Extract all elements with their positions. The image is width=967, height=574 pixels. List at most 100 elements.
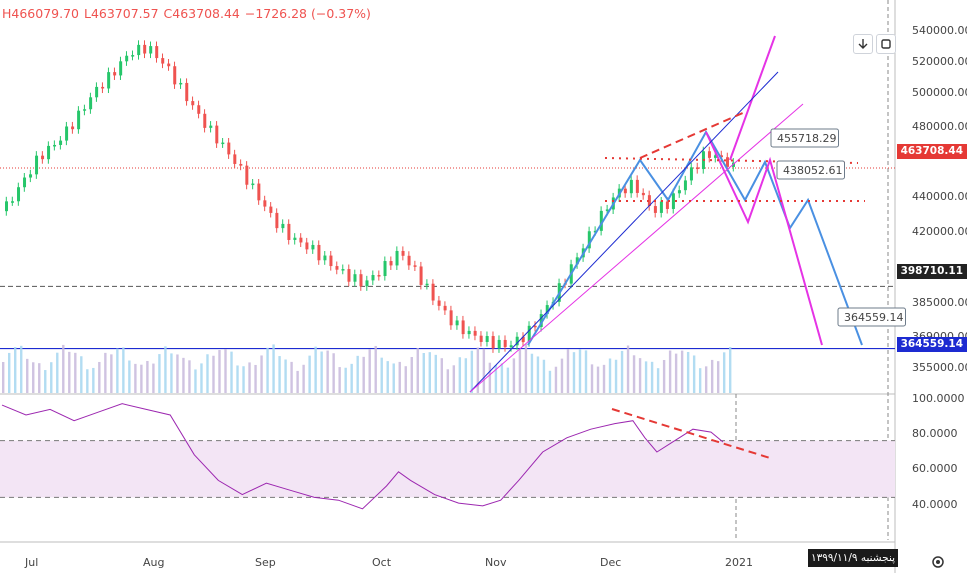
- candle-body: [623, 188, 627, 194]
- candle-body: [281, 223, 285, 229]
- volume-bar: [32, 362, 35, 393]
- candle-body: [461, 320, 465, 335]
- volume-bar: [674, 353, 678, 393]
- candle-body: [143, 44, 147, 54]
- candle-body: [17, 187, 21, 202]
- candle-body: [167, 63, 171, 67]
- volume-bar: [410, 357, 413, 393]
- volume-bar: [164, 346, 167, 393]
- candle-body: [533, 325, 537, 328]
- x-tick: Aug: [143, 556, 164, 569]
- down-arrow-icon[interactable]: [853, 34, 873, 54]
- callout-455718[interactable]: 455718.29: [770, 128, 839, 148]
- level-price-tag: 398710.11: [896, 264, 967, 279]
- candle-body: [89, 97, 93, 110]
- volume-bar: [224, 348, 227, 393]
- candle-body: [653, 206, 657, 213]
- divergence-rsi: [611, 408, 771, 459]
- volume-bar: [332, 353, 335, 393]
- volume-bar: [440, 358, 444, 393]
- candle-body: [23, 177, 27, 188]
- volume-bar: [56, 352, 59, 393]
- volume-bar: [74, 352, 77, 393]
- volume-bar: [236, 365, 239, 393]
- volume-bar: [512, 358, 516, 393]
- price-tick: 500000.00: [912, 86, 967, 99]
- candle-body: [209, 125, 213, 128]
- price-tick: 480000.00: [912, 120, 967, 133]
- x-tick: Nov: [485, 556, 507, 569]
- volume-bar: [290, 361, 293, 393]
- volume-bar: [620, 350, 624, 393]
- candle-body: [491, 336, 495, 349]
- candle-body: [371, 275, 375, 281]
- volume-bar: [596, 366, 600, 393]
- volume-bar: [716, 361, 720, 393]
- candle-body: [431, 283, 435, 301]
- ohlc-legend: H466079.70 L463707.57 C463708.44 −1726.2…: [2, 6, 372, 21]
- candle-body: [221, 142, 225, 145]
- volume-bar: [212, 355, 215, 393]
- candle-body: [29, 174, 33, 178]
- volume-bar: [428, 352, 431, 393]
- candle-body: [515, 336, 519, 346]
- volume-bar: [122, 347, 125, 393]
- candle-body: [479, 335, 483, 342]
- candle-body: [395, 250, 399, 266]
- candle-body: [227, 142, 231, 155]
- volume-bar: [542, 359, 546, 393]
- candle-body: [671, 193, 675, 209]
- candle-body: [239, 163, 243, 166]
- volume-bar: [38, 363, 41, 393]
- candle-body: [47, 145, 51, 160]
- callout-364559[interactable]: 364559.14: [837, 307, 906, 327]
- projection-magenta: [705, 131, 823, 346]
- ohlc-close: C463708.44: [163, 6, 240, 21]
- candle-body: [509, 345, 513, 348]
- candle-body: [521, 336, 525, 343]
- trendline-magenta: [469, 103, 804, 393]
- rsi-band: [0, 440, 895, 498]
- candle-body: [629, 179, 633, 194]
- callout-438052[interactable]: 438052.61: [776, 160, 845, 180]
- settings-gear-icon[interactable]: [930, 554, 946, 574]
- candle-body: [641, 192, 645, 196]
- volume-bar: [338, 367, 341, 393]
- volume-bar: [554, 366, 558, 393]
- x-tick: Dec: [600, 556, 621, 569]
- volume-bar: [470, 350, 474, 393]
- volume-bar: [356, 355, 359, 393]
- candle-body: [575, 257, 579, 265]
- candle-body: [425, 283, 429, 286]
- volume-bar: [320, 351, 323, 393]
- volume-bar: [626, 345, 630, 393]
- volume-bar: [488, 362, 492, 393]
- volume-bar: [614, 359, 618, 393]
- candle-body: [77, 110, 81, 130]
- volume-bar: [314, 346, 317, 393]
- volume-bar: [206, 354, 209, 393]
- candle-body: [131, 55, 135, 57]
- volume-bar: [380, 357, 383, 393]
- volume-bar: [632, 355, 636, 393]
- volume-bar: [26, 358, 29, 393]
- volume-bar: [536, 356, 540, 393]
- volume-bar: [548, 370, 552, 393]
- candle-body: [713, 155, 717, 158]
- svg-text:364559.14: 364559.14: [844, 311, 904, 324]
- rsi-tick: 60.0000: [912, 462, 958, 475]
- volume-bar: [728, 347, 732, 393]
- volume-bar: [500, 363, 504, 393]
- volume-bar: [422, 353, 425, 393]
- volume-bar: [476, 347, 480, 393]
- candle-body: [545, 305, 549, 315]
- volume-bar: [392, 363, 395, 393]
- candle-body: [245, 165, 249, 185]
- fullscreen-icon[interactable]: [876, 34, 896, 54]
- volume-bar: [200, 363, 203, 393]
- volume-bar: [686, 351, 690, 393]
- candle-body: [215, 125, 219, 144]
- trendline-blue: [469, 71, 779, 393]
